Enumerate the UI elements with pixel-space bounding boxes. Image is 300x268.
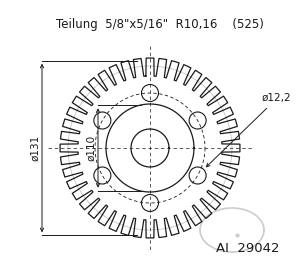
Text: ø110: ø110 [86,135,96,161]
Text: ø12,2: ø12,2 [206,94,292,167]
Text: AI  29042: AI 29042 [216,242,280,255]
Text: ø131: ø131 [30,135,40,161]
Text: Teilung  5/8"x5/16"  R10,16    (525): Teilung 5/8"x5/16" R10,16 (525) [56,18,264,31]
